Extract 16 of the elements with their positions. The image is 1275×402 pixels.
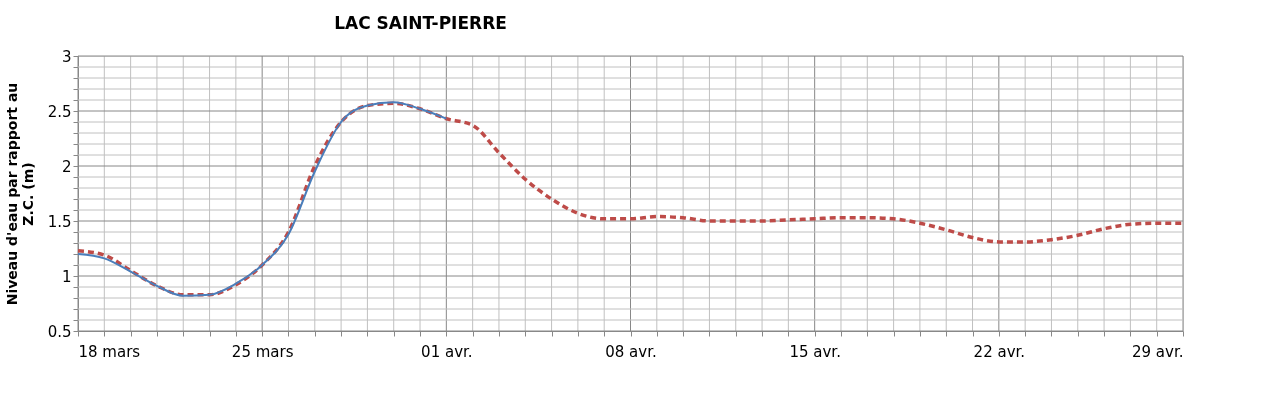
y-tick-label: 2.5 [47,102,72,121]
y-tick-label: 3 [61,47,72,66]
x-tick-label: 22 avr. [973,342,1026,361]
x-tick-label: 01 avr. [421,342,473,361]
line-series [77,101,448,297]
y-tick-label: 1.5 [47,212,72,231]
y-tick-label: 0.5 [47,322,72,341]
x-tick-label: 25 mars [231,342,294,361]
chart-title: LAC SAINT-PIERRE [334,13,507,33]
y-axis-title: Niveau d'eau par rapport au Z.C. (m) [3,82,36,306]
x-tick-label: 29 avr. [1132,342,1184,361]
y-tick-label: 1 [61,267,72,286]
x-tick-label: 08 avr. [605,342,657,361]
y-tick-label: 2 [61,157,72,176]
x-tick-label: 18 mars [78,342,141,361]
x-tick-label: 15 avr. [789,342,841,361]
